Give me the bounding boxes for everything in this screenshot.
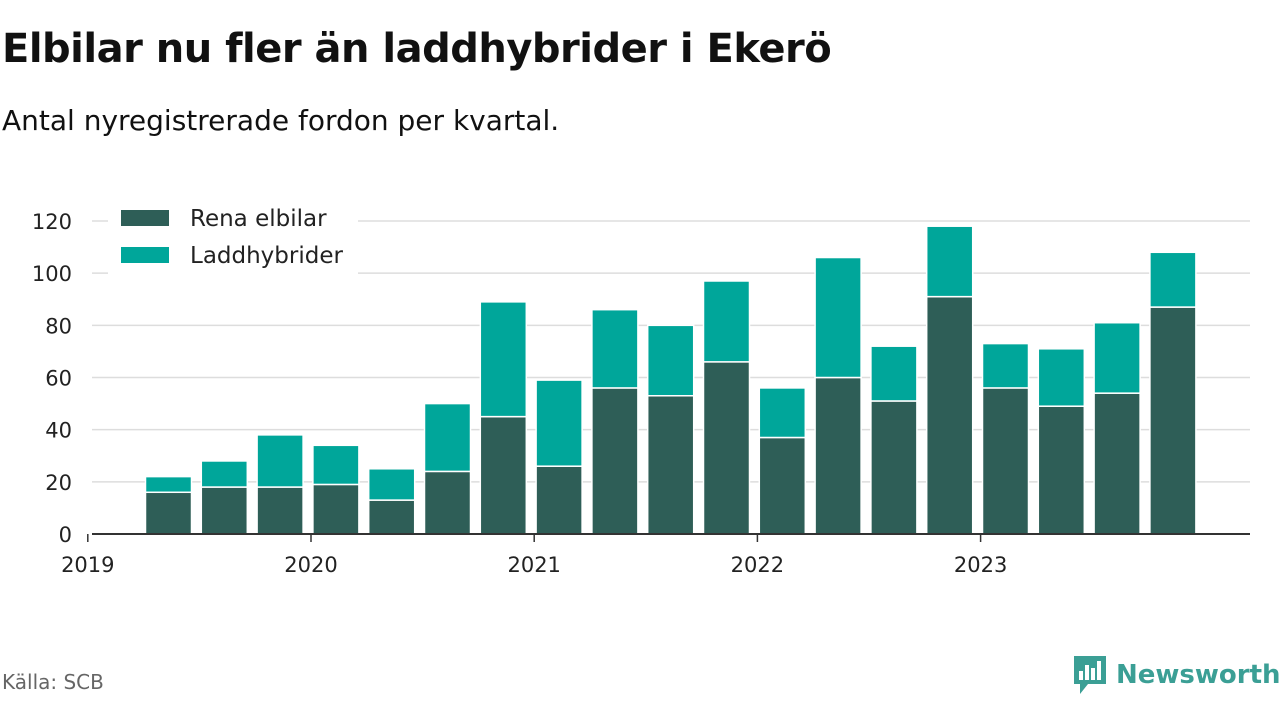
bar-segment-rena-elbilar xyxy=(758,436,807,535)
chart-title: Elbilar nu fler än laddhybrider i Ekerö xyxy=(2,26,832,72)
bar-segment-laddhybrider xyxy=(423,402,472,473)
bar-segment-laddhybrider xyxy=(535,379,583,467)
bar-segment-rena-elbilar xyxy=(1037,405,1086,535)
bar-segment-rena-elbilar xyxy=(870,400,918,535)
bar-segment-laddhybrider xyxy=(981,342,1030,389)
bar-segment-laddhybrider xyxy=(256,434,304,488)
bar-segment-rena-elbilar xyxy=(367,499,416,535)
bar-segment-laddhybrider xyxy=(367,468,416,501)
bar-segment-rena-elbilar xyxy=(200,486,249,535)
bar-segment-laddhybrider xyxy=(144,475,193,494)
bar-segment-laddhybrider xyxy=(1037,348,1086,407)
bar-segment-rena-elbilar xyxy=(814,376,862,535)
x-tick-label: 2021 xyxy=(507,553,560,577)
bar-segment-rena-elbilar xyxy=(1093,392,1141,535)
bar-segment-rena-elbilar xyxy=(925,295,974,535)
legend-swatch xyxy=(121,210,169,226)
brand-logo: Newsworthy xyxy=(1072,654,1280,696)
bar-segment-rena-elbilar xyxy=(479,415,528,535)
y-tick-label: 40 xyxy=(45,419,72,443)
bar-segment-rena-elbilar xyxy=(312,483,360,535)
legend-swatch xyxy=(121,247,169,263)
legend-label: Rena elbilar xyxy=(190,206,327,232)
source-label: Källa: SCB xyxy=(2,670,104,694)
bar-segment-laddhybrider xyxy=(312,444,360,486)
y-tick-label: 120 xyxy=(32,210,72,234)
stacked-bar-chart: 0 20 40 60 80 100 120 2019 2020 2021 2022 2023 Rena … xyxy=(31,206,1250,577)
bar-segment-laddhybrider xyxy=(814,256,862,379)
chart-subtitle: Antal nyregistrerade fordon per kvartal. xyxy=(2,104,560,137)
y-tick-label: 20 xyxy=(45,471,72,495)
bar-segment-laddhybrider xyxy=(479,301,528,418)
brand-name: Newsworthy xyxy=(1116,660,1280,690)
x-tick-label: 2022 xyxy=(731,553,784,577)
bar-segment-laddhybrider xyxy=(200,460,249,488)
bar-segment-laddhybrider xyxy=(925,225,974,298)
bar-segment-rena-elbilar xyxy=(591,387,639,535)
bar-segment-laddhybrider xyxy=(1093,321,1141,394)
y-tick-label: 60 xyxy=(45,367,72,391)
bar-segment-rena-elbilar xyxy=(535,465,583,535)
bar-segment-rena-elbilar xyxy=(144,491,193,535)
y-tick-label: 100 xyxy=(32,262,72,286)
bar-segment-rena-elbilar xyxy=(256,486,304,535)
bar-segment-laddhybrider xyxy=(1149,251,1197,308)
bar-segment-laddhybrider xyxy=(702,280,751,363)
y-tick-label: 80 xyxy=(45,314,72,338)
bar-segment-laddhybrider xyxy=(646,324,695,397)
x-tick-label: 2023 xyxy=(954,553,1007,577)
bar-segment-rena-elbilar xyxy=(702,361,751,535)
bar-segment-laddhybrider xyxy=(758,387,807,439)
bar-segment-rena-elbilar xyxy=(981,387,1030,535)
x-tick-label: 2019 xyxy=(61,553,114,577)
chat-bar-chart-icon xyxy=(1074,656,1106,694)
legend-label: Laddhybrider xyxy=(190,243,343,269)
x-tick-label: 2020 xyxy=(284,553,337,577)
y-tick-label: 0 xyxy=(59,523,72,547)
bar-segment-laddhybrider xyxy=(870,345,918,402)
bar-segment-rena-elbilar xyxy=(646,395,695,535)
bar-segment-rena-elbilar xyxy=(1149,306,1197,535)
bar-segment-laddhybrider xyxy=(591,308,639,389)
bar-segment-rena-elbilar xyxy=(423,470,472,535)
